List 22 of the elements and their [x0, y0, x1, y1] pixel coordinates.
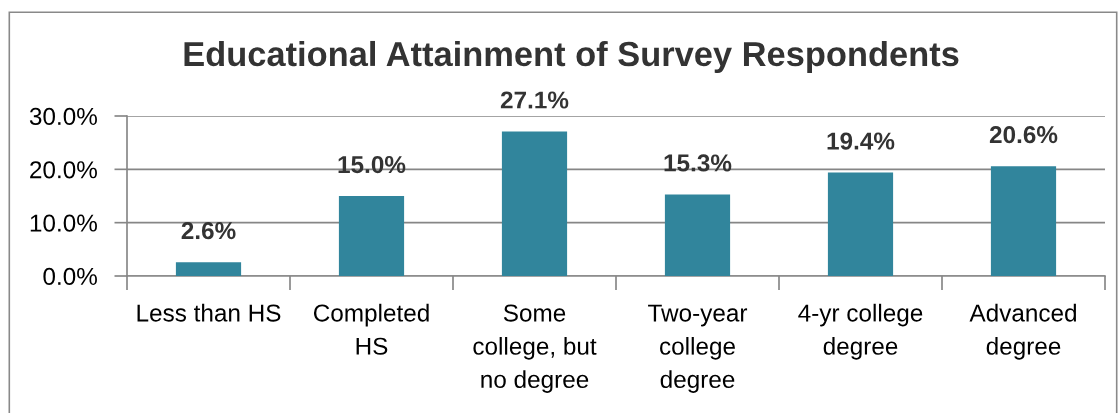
data-label: 2.6% [181, 222, 236, 240]
data-label: 15.3% [664, 154, 732, 172]
x-tick-label: Completed HS [313, 303, 429, 355]
y-tick-label: 30.0% [29, 107, 97, 126]
y-tick-label: 10.0% [30, 214, 97, 232]
y-tick-label: 20.0% [30, 161, 97, 179]
x-tick-label: Some college, but no degree [473, 304, 597, 393]
chart-title: Educational Attainment of Survey Respondents [184, 40, 959, 74]
x-tick-label: Two-year college degree [648, 304, 748, 393]
x-tick-label: Advanced degree [969, 303, 1076, 360]
x-tick-label: Less than HS [137, 303, 281, 322]
data-label: 20.6% [989, 126, 1058, 144]
bar [338, 196, 405, 276]
data-label: 19.4% [827, 132, 895, 150]
x-tick-label: 4-yr college degree [798, 303, 923, 360]
bar [664, 194, 731, 276]
bar [501, 131, 568, 276]
bar [175, 262, 242, 276]
bar [990, 166, 1057, 276]
y-tick-label: 0.0% [43, 267, 97, 286]
bar [827, 172, 894, 276]
data-label: 27.1% [500, 91, 569, 109]
